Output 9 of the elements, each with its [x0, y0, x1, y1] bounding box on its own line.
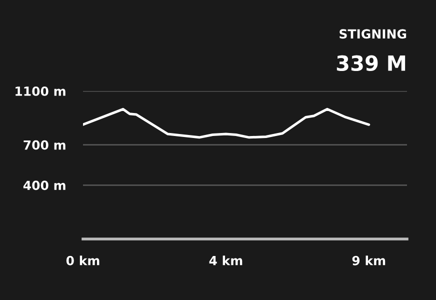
y-tick-label: 700 m [24, 140, 66, 150]
x-tick-label: 9 km [352, 256, 386, 266]
chart-title: STIGNING [340, 29, 406, 39]
x-tick-label: 4 km [209, 256, 242, 266]
y-tick-label: 1100 m [16, 86, 66, 96]
chart-subtitle: 339 M [336, 55, 406, 72]
y-tick-label: 400 m [23, 180, 66, 190]
x-tick-label: 0 km [66, 256, 100, 266]
line-series [83, 108, 370, 139]
